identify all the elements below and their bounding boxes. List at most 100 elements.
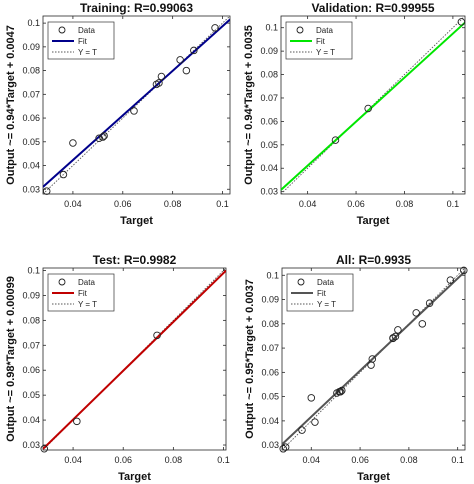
y-tick-label: 0.09: [22, 42, 40, 52]
data-point: [391, 332, 400, 341]
plot-title: All: R=0.9935: [336, 253, 411, 267]
y-tick-label: 0.08: [260, 70, 278, 80]
data-point: [394, 326, 402, 334]
data-point: [336, 388, 345, 396]
x-tick-label: 0.06: [114, 455, 132, 465]
x-tick-label: 0.08: [165, 455, 183, 465]
data-point: [42, 187, 51, 195]
y-tick-label: 0.05: [260, 140, 278, 150]
legend-data-marker: [297, 278, 305, 286]
plot-panel-3: 0.03 0.04 0.05 0.06 0.07 0.08 0.09 0.1 0.04 0.06 0…: [5, 253, 230, 483]
data-point: [182, 66, 191, 75]
legend-label-data: Data: [78, 278, 95, 287]
y-tick-label: 0.07: [22, 89, 40, 99]
plot-panel-4: 0.03 0.04 0.05 0.06 0.07 0.08 0.09 0.1 0.04 0.06 0…: [244, 253, 468, 483]
fit-line: [282, 270, 465, 446]
x-axis-label: Target: [357, 215, 390, 227]
data-point: [190, 46, 198, 55]
identity-line: [281, 16, 465, 194]
legend-label-identity: Y = T: [317, 300, 336, 309]
data-point: [368, 355, 377, 363]
data-point: [157, 72, 166, 81]
data-point: [155, 79, 163, 87]
legend-data-marker: [58, 26, 66, 34]
y-tick-label: 0.09: [261, 295, 279, 305]
y-tick-label: 0.07: [22, 340, 40, 350]
y-tick-label: 0.06: [22, 365, 40, 375]
data-point: [460, 266, 468, 275]
x-tick-label: 0.04: [64, 455, 82, 465]
x-tick-label: 0.06: [347, 199, 365, 209]
data-point: [418, 320, 427, 328]
y-tick-label: 0.04: [22, 161, 40, 171]
x-tick-label: 0.1: [216, 199, 229, 209]
plot-title: Test: R=0.9982: [93, 253, 177, 267]
fit-line: [43, 269, 226, 450]
y-tick-label: 0.09: [22, 290, 40, 300]
y-tick-label: 0.1: [27, 265, 40, 275]
legend-data-marker: [58, 278, 66, 286]
y-axis-label: Output ~= 0.94*Target + 0.0047: [5, 25, 17, 185]
data-point: [100, 132, 108, 140]
data-point: [412, 309, 420, 317]
y-tick-label: 0.06: [22, 113, 40, 123]
x-tick-label: 0.08: [164, 199, 182, 209]
y-tick-label: 0.06: [260, 116, 278, 126]
y-tick-label: 0.05: [261, 392, 279, 402]
legend-label-identity: Y = T: [316, 48, 335, 57]
data-point: [59, 170, 68, 179]
y-tick-label: 0.1: [266, 270, 279, 280]
data-point: [425, 299, 434, 307]
data-point: [211, 24, 219, 32]
fit-line: [43, 18, 230, 188]
plot-panel-2: 0.03 0.04 0.05 0.06 0.07 0.08 0.09 0.1 0.04 0.06 0…: [243, 1, 466, 227]
data-point: [73, 417, 81, 426]
y-tick-label: 0.03: [261, 440, 279, 450]
legend-label-fit: Fit: [316, 37, 326, 46]
x-tick-label: 0.06: [351, 455, 369, 465]
x-axis-label: Target: [118, 471, 151, 483]
plot-title: Training: R=0.99063: [80, 1, 193, 15]
y-tick-label: 0.06: [261, 367, 279, 377]
x-tick-label: 0.1: [447, 199, 460, 209]
legend-label-data: Data: [316, 26, 333, 35]
data-point: [69, 139, 77, 147]
y-tick-label: 0.1: [265, 23, 278, 33]
y-tick-label: 0.04: [22, 415, 40, 425]
data-point: [281, 443, 290, 451]
legend-label-identity: Y = T: [78, 300, 97, 309]
legend-data-marker: [296, 26, 304, 34]
data-point: [298, 426, 306, 434]
y-tick-label: 0.08: [261, 319, 279, 329]
y-tick-label: 0.07: [260, 93, 278, 103]
y-tick-label: 0.04: [261, 416, 279, 426]
legend-label-fit: Fit: [78, 289, 88, 298]
legend-label-identity: Y = T: [78, 48, 97, 57]
y-tick-label: 0.05: [22, 390, 40, 400]
y-tick-label: 0.09: [260, 46, 278, 56]
y-tick-label: 0.08: [22, 66, 40, 76]
fit-line: [281, 21, 465, 191]
y-axis-label: Output ~= 0.98*Target + 0.00099: [5, 276, 17, 442]
data-point: [40, 445, 49, 453]
x-tick-label: 0.1: [217, 455, 230, 465]
data-point: [99, 133, 107, 141]
data-point: [331, 136, 340, 144]
x-tick-label: 0.08: [396, 199, 414, 209]
y-axis-label: Output ~= 0.95*Target + 0.0037: [244, 279, 256, 439]
data-point: [307, 394, 316, 402]
x-tick-label: 0.04: [303, 455, 321, 465]
legend: Data Fit Y = T: [47, 273, 115, 312]
y-tick-label: 0.05: [22, 137, 40, 147]
legend: Data Fit Y = T: [285, 21, 353, 60]
data-point: [95, 134, 103, 142]
data-point: [176, 56, 184, 64]
data-point: [279, 445, 287, 453]
x-tick-label: 0.04: [299, 199, 317, 209]
y-tick-label: 0.08: [22, 315, 40, 325]
data-point: [446, 276, 455, 284]
legend-label-fit: Fit: [317, 289, 327, 298]
x-axis-label: Target: [357, 471, 390, 483]
legend-label-data: Data: [317, 278, 334, 287]
